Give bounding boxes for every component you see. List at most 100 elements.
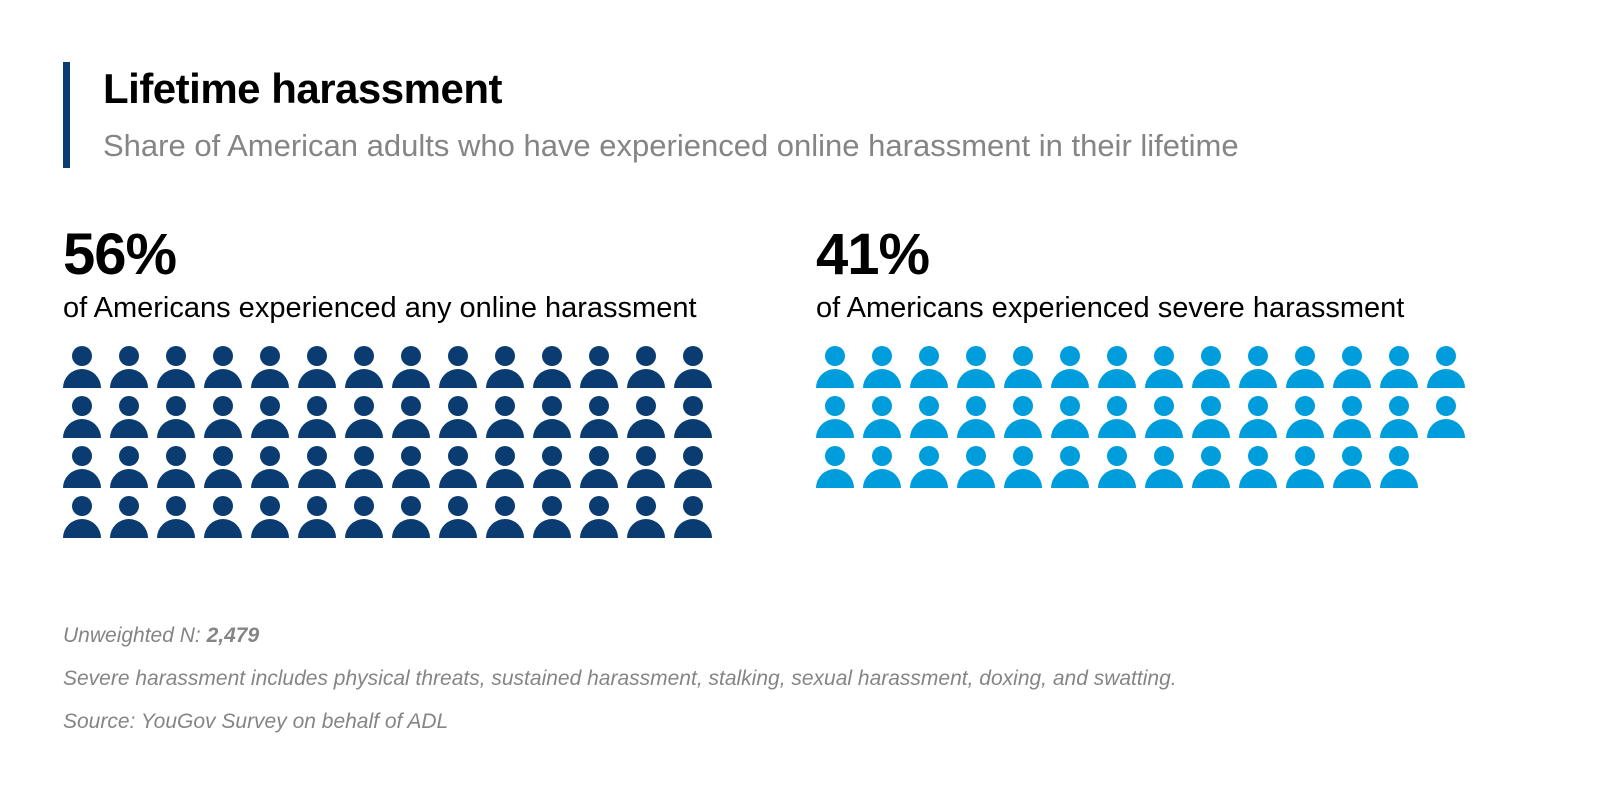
person-body bbox=[1380, 369, 1418, 388]
person-head bbox=[589, 446, 609, 466]
person-head bbox=[260, 396, 280, 416]
person-icon bbox=[1004, 446, 1042, 490]
person-head bbox=[1201, 446, 1221, 466]
person-head bbox=[636, 396, 656, 416]
person-body bbox=[674, 419, 712, 438]
person-head bbox=[825, 346, 845, 366]
person-icon bbox=[251, 496, 289, 540]
person-head bbox=[401, 496, 421, 516]
person-body bbox=[580, 469, 618, 488]
person-icon bbox=[580, 446, 618, 490]
person-icon bbox=[580, 496, 618, 540]
person-body bbox=[1333, 469, 1371, 488]
person-icon bbox=[1145, 346, 1183, 390]
person-head bbox=[1295, 396, 1315, 416]
person-head bbox=[542, 496, 562, 516]
person-icon bbox=[345, 346, 383, 390]
person-icon bbox=[1098, 346, 1136, 390]
person-icon bbox=[439, 396, 477, 440]
panel-any-harassment: 56% of Americans experienced any online … bbox=[63, 222, 723, 546]
person-head bbox=[307, 346, 327, 366]
person-icon bbox=[1004, 396, 1042, 440]
person-body bbox=[910, 469, 948, 488]
person-icon bbox=[298, 396, 336, 440]
person-body bbox=[63, 469, 101, 488]
person-head bbox=[683, 496, 703, 516]
person-body bbox=[627, 519, 665, 538]
person-head bbox=[495, 346, 515, 366]
person-body bbox=[674, 519, 712, 538]
person-icon bbox=[816, 446, 854, 490]
person-body bbox=[110, 369, 148, 388]
person-body bbox=[580, 519, 618, 538]
person-icon bbox=[957, 346, 995, 390]
person-head bbox=[354, 396, 374, 416]
person-icon bbox=[298, 496, 336, 540]
person-head bbox=[72, 346, 92, 366]
person-icon bbox=[910, 396, 948, 440]
person-icon bbox=[1333, 396, 1371, 440]
person-icon bbox=[863, 446, 901, 490]
person-head bbox=[1342, 346, 1362, 366]
person-icon bbox=[533, 396, 571, 440]
person-icon bbox=[1098, 396, 1136, 440]
person-body bbox=[486, 519, 524, 538]
person-icon bbox=[674, 396, 712, 440]
person-head bbox=[260, 446, 280, 466]
person-icon bbox=[1380, 446, 1418, 490]
person-icon bbox=[204, 446, 242, 490]
person-icon bbox=[486, 396, 524, 440]
person-head bbox=[119, 396, 139, 416]
person-body bbox=[157, 519, 195, 538]
person-head bbox=[401, 396, 421, 416]
person-body bbox=[251, 519, 289, 538]
person-icon bbox=[345, 446, 383, 490]
person-icon bbox=[1333, 346, 1371, 390]
person-body bbox=[439, 369, 477, 388]
person-head bbox=[542, 396, 562, 416]
person-body bbox=[298, 469, 336, 488]
person-head bbox=[448, 496, 468, 516]
person-head bbox=[1060, 346, 1080, 366]
person-body bbox=[816, 469, 854, 488]
person-icon bbox=[392, 446, 430, 490]
person-icon bbox=[1427, 346, 1465, 390]
person-icon bbox=[1427, 396, 1465, 440]
person-head bbox=[589, 346, 609, 366]
person-head bbox=[1389, 346, 1409, 366]
person-icon bbox=[63, 496, 101, 540]
person-body bbox=[957, 419, 995, 438]
person-icon bbox=[533, 346, 571, 390]
person-icon bbox=[1098, 446, 1136, 490]
person-icon bbox=[63, 346, 101, 390]
person-head bbox=[1201, 396, 1221, 416]
person-head bbox=[1342, 396, 1362, 416]
person-head bbox=[966, 346, 986, 366]
person-icon bbox=[1051, 446, 1089, 490]
person-icon bbox=[957, 396, 995, 440]
person-head bbox=[919, 396, 939, 416]
person-icon bbox=[863, 346, 901, 390]
person-icon bbox=[1286, 446, 1324, 490]
person-body bbox=[1286, 419, 1324, 438]
person-icon bbox=[157, 396, 195, 440]
person-body bbox=[1333, 419, 1371, 438]
person-head bbox=[1248, 346, 1268, 366]
person-body bbox=[157, 469, 195, 488]
person-icon bbox=[157, 346, 195, 390]
person-head bbox=[542, 346, 562, 366]
person-head bbox=[1107, 346, 1127, 366]
person-body bbox=[392, 419, 430, 438]
person-head bbox=[966, 396, 986, 416]
person-icon bbox=[957, 446, 995, 490]
person-icon bbox=[345, 396, 383, 440]
person-head bbox=[448, 446, 468, 466]
definition-note: Severe harassment includes physical thre… bbox=[63, 667, 1177, 690]
person-body bbox=[204, 369, 242, 388]
person-icon bbox=[910, 346, 948, 390]
person-body bbox=[1051, 469, 1089, 488]
person-body bbox=[439, 469, 477, 488]
person-icon bbox=[1145, 446, 1183, 490]
person-icon bbox=[251, 346, 289, 390]
person-icon bbox=[533, 446, 571, 490]
